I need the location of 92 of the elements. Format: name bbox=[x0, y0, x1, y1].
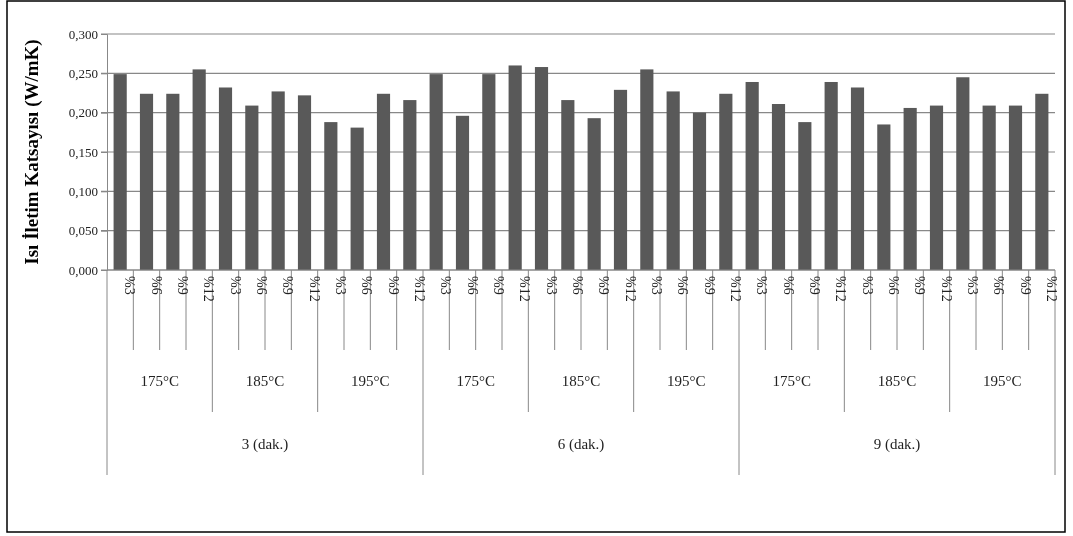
bar bbox=[166, 93, 180, 270]
x-tick-label: %6 bbox=[569, 276, 585, 295]
y-tick-label: 0,100 bbox=[68, 183, 98, 199]
x-tick-label: %12 bbox=[306, 276, 322, 302]
bar bbox=[429, 74, 443, 270]
x-tick-label: %6 bbox=[148, 276, 164, 295]
bar bbox=[192, 69, 206, 270]
x-tick-label: %6 bbox=[780, 276, 796, 295]
x-tick-label: %9 bbox=[596, 276, 612, 295]
x-tick-label: %12 bbox=[517, 276, 533, 302]
x-tick-label: %9 bbox=[912, 276, 928, 295]
bar bbox=[903, 107, 917, 270]
bar bbox=[113, 74, 127, 270]
x-tick-label: %9 bbox=[490, 276, 506, 295]
x-tick-label: %9 bbox=[701, 276, 717, 295]
bar bbox=[956, 77, 970, 270]
bar bbox=[561, 100, 575, 270]
x-tick-label: %3 bbox=[122, 276, 138, 295]
bar bbox=[666, 91, 680, 270]
bar bbox=[534, 67, 549, 270]
x-tick-label: %9 bbox=[806, 276, 822, 295]
bar bbox=[508, 65, 522, 270]
text: 195°C bbox=[983, 373, 1022, 389]
bar bbox=[771, 104, 786, 270]
bar bbox=[613, 89, 628, 270]
x-tick-label: %6 bbox=[675, 276, 691, 295]
text: 195°C bbox=[667, 373, 706, 389]
bar bbox=[692, 112, 707, 270]
bar bbox=[271, 91, 285, 270]
bar bbox=[297, 95, 312, 270]
x-tick-label: %12 bbox=[727, 276, 743, 302]
bar bbox=[482, 74, 496, 270]
text: 9 (dak.) bbox=[873, 435, 921, 453]
y-tick-label: 0,150 bbox=[68, 144, 98, 160]
y-tick-label: 0,200 bbox=[68, 105, 98, 121]
x-tick-label: %3 bbox=[543, 276, 559, 295]
x-tick-label: %6 bbox=[991, 276, 1007, 295]
x-tick-label: %3 bbox=[648, 276, 664, 295]
bar bbox=[245, 105, 259, 270]
x-tick-label: %3 bbox=[438, 276, 454, 295]
x-tick-label: %9 bbox=[280, 276, 296, 295]
x-tick-label: %6 bbox=[464, 276, 480, 295]
bar bbox=[403, 100, 417, 270]
bar bbox=[350, 127, 364, 270]
x-tick-label: %12 bbox=[411, 276, 427, 302]
text: 185°C bbox=[245, 373, 285, 389]
x-tick-label: %9 bbox=[174, 276, 190, 295]
x-tick-label: %6 bbox=[885, 276, 901, 295]
text: 185°C bbox=[561, 373, 601, 389]
y-axis-title: Isı İletim Katsayısı (W/mK) bbox=[21, 39, 43, 265]
text: 185°C bbox=[877, 373, 917, 389]
bar bbox=[1035, 93, 1049, 270]
text: 175°C bbox=[772, 373, 811, 389]
y-tick-label: 0,300 bbox=[68, 26, 98, 42]
x-tick-label: %6 bbox=[359, 276, 375, 295]
bar bbox=[719, 93, 733, 270]
text: 6 (dak.) bbox=[557, 435, 605, 453]
bar bbox=[877, 124, 891, 270]
x-tick-label: %3 bbox=[332, 276, 348, 295]
bar bbox=[640, 69, 654, 270]
x-tick-label: %12 bbox=[622, 276, 638, 302]
bar bbox=[824, 81, 838, 270]
x-tick-label: %12 bbox=[201, 276, 217, 302]
y-tick-label: 0,000 bbox=[68, 262, 98, 278]
x-tick-label: %3 bbox=[227, 276, 243, 295]
bar bbox=[929, 105, 944, 270]
bar bbox=[139, 93, 154, 270]
bar bbox=[982, 105, 996, 270]
text: 175°C bbox=[140, 373, 179, 389]
bar bbox=[218, 87, 233, 270]
text: 175°C bbox=[456, 373, 495, 389]
x-tick-label: %12 bbox=[1043, 276, 1059, 302]
x-tick-label: %3 bbox=[964, 276, 980, 295]
x-tick-label: %9 bbox=[1017, 276, 1033, 295]
x-tick-label: %3 bbox=[754, 276, 770, 295]
x-tick-label: %9 bbox=[385, 276, 401, 295]
bar bbox=[745, 81, 759, 270]
x-tick-label: %12 bbox=[833, 276, 849, 302]
y-tick-label: 0,250 bbox=[68, 65, 98, 81]
text: 3 (dak.) bbox=[241, 435, 289, 453]
bar bbox=[587, 118, 601, 270]
bar bbox=[798, 122, 812, 270]
x-tick-label: %3 bbox=[859, 276, 875, 295]
y-tick-label: 0,050 bbox=[68, 223, 98, 239]
bar bbox=[850, 87, 865, 270]
bar bbox=[324, 122, 338, 270]
x-tick-label: %12 bbox=[938, 276, 954, 302]
bar bbox=[455, 115, 470, 270]
text: 195°C bbox=[351, 373, 390, 389]
x-tick-label: %6 bbox=[253, 276, 269, 295]
bar bbox=[1008, 105, 1023, 270]
bar bbox=[376, 93, 391, 270]
